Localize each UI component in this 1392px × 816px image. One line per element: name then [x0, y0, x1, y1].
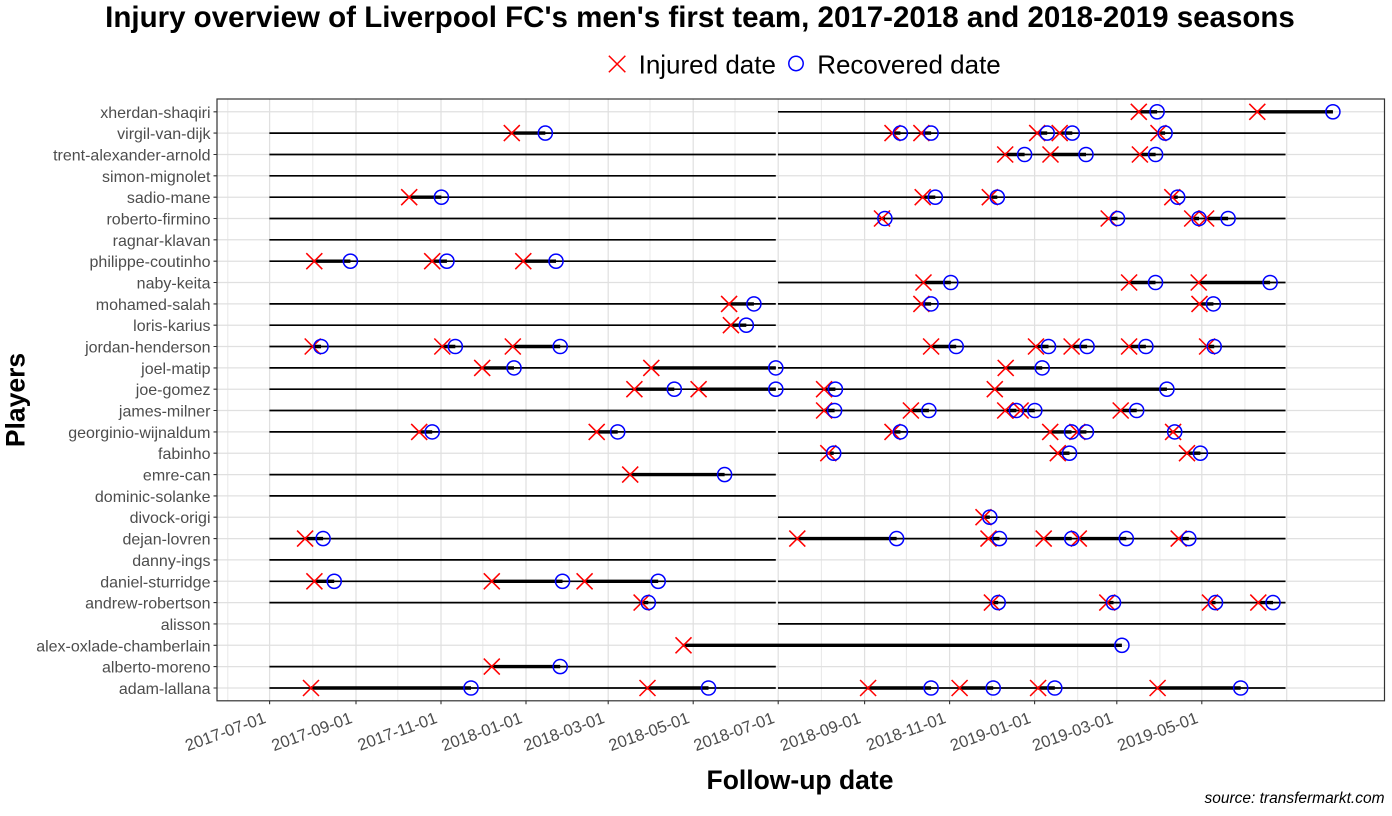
- svg-text:dejan-lovren: dejan-lovren: [122, 532, 210, 549]
- svg-text:Injury overview of Liverpool F: Injury overview of Liverpool FC's men's …: [105, 1, 1295, 34]
- svg-text:danny-ings: danny-ings: [132, 553, 210, 570]
- svg-text:joel-matip: joel-matip: [140, 361, 210, 378]
- svg-text:emre-can: emre-can: [143, 468, 211, 485]
- svg-text:virgil-van-dijk: virgil-van-dijk: [117, 126, 211, 143]
- svg-text:ragnar-klavan: ragnar-klavan: [113, 233, 211, 250]
- svg-text:fabinho: fabinho: [158, 446, 211, 463]
- svg-text:jordan-henderson: jordan-henderson: [84, 340, 210, 357]
- svg-text:mohamed-salah: mohamed-salah: [96, 297, 211, 314]
- svg-text:divock-origi: divock-origi: [130, 510, 211, 527]
- svg-text:Injured date: Injured date: [639, 50, 776, 80]
- svg-text:loris-karius: loris-karius: [133, 318, 210, 335]
- svg-text:alex-oxlade-chamberlain: alex-oxlade-chamberlain: [36, 638, 210, 655]
- svg-text:georginio-wijnaldum: georginio-wijnaldum: [68, 425, 210, 442]
- svg-text:roberto-firmino: roberto-firmino: [106, 212, 210, 229]
- svg-text:simon-mignolet: simon-mignolet: [102, 169, 211, 186]
- svg-text:philippe-coutinho: philippe-coutinho: [90, 254, 211, 271]
- svg-text:daniel-sturridge: daniel-sturridge: [100, 574, 210, 591]
- svg-text:adam-lallana: adam-lallana: [119, 681, 211, 698]
- svg-text:alisson: alisson: [161, 617, 211, 634]
- svg-text:trent-alexander-arnold: trent-alexander-arnold: [53, 148, 210, 165]
- svg-text:source: transfermarkt.com: source: transfermarkt.com: [1204, 790, 1384, 807]
- svg-text:alberto-moreno: alberto-moreno: [102, 660, 211, 677]
- svg-text:joe-gomez: joe-gomez: [135, 382, 211, 399]
- svg-text:Recovered date: Recovered date: [817, 50, 1001, 80]
- svg-text:Follow-up date: Follow-up date: [707, 765, 894, 795]
- svg-text:andrew-robertson: andrew-robertson: [85, 596, 210, 613]
- svg-text:sadio-mane: sadio-mane: [127, 190, 211, 207]
- svg-text:dominic-solanke: dominic-solanke: [95, 489, 211, 506]
- svg-text:naby-keita: naby-keita: [137, 276, 211, 293]
- svg-text:james-milner: james-milner: [118, 404, 211, 421]
- svg-text:xherdan-shaqiri: xherdan-shaqiri: [100, 105, 210, 122]
- svg-text:Players: Players: [1, 353, 31, 447]
